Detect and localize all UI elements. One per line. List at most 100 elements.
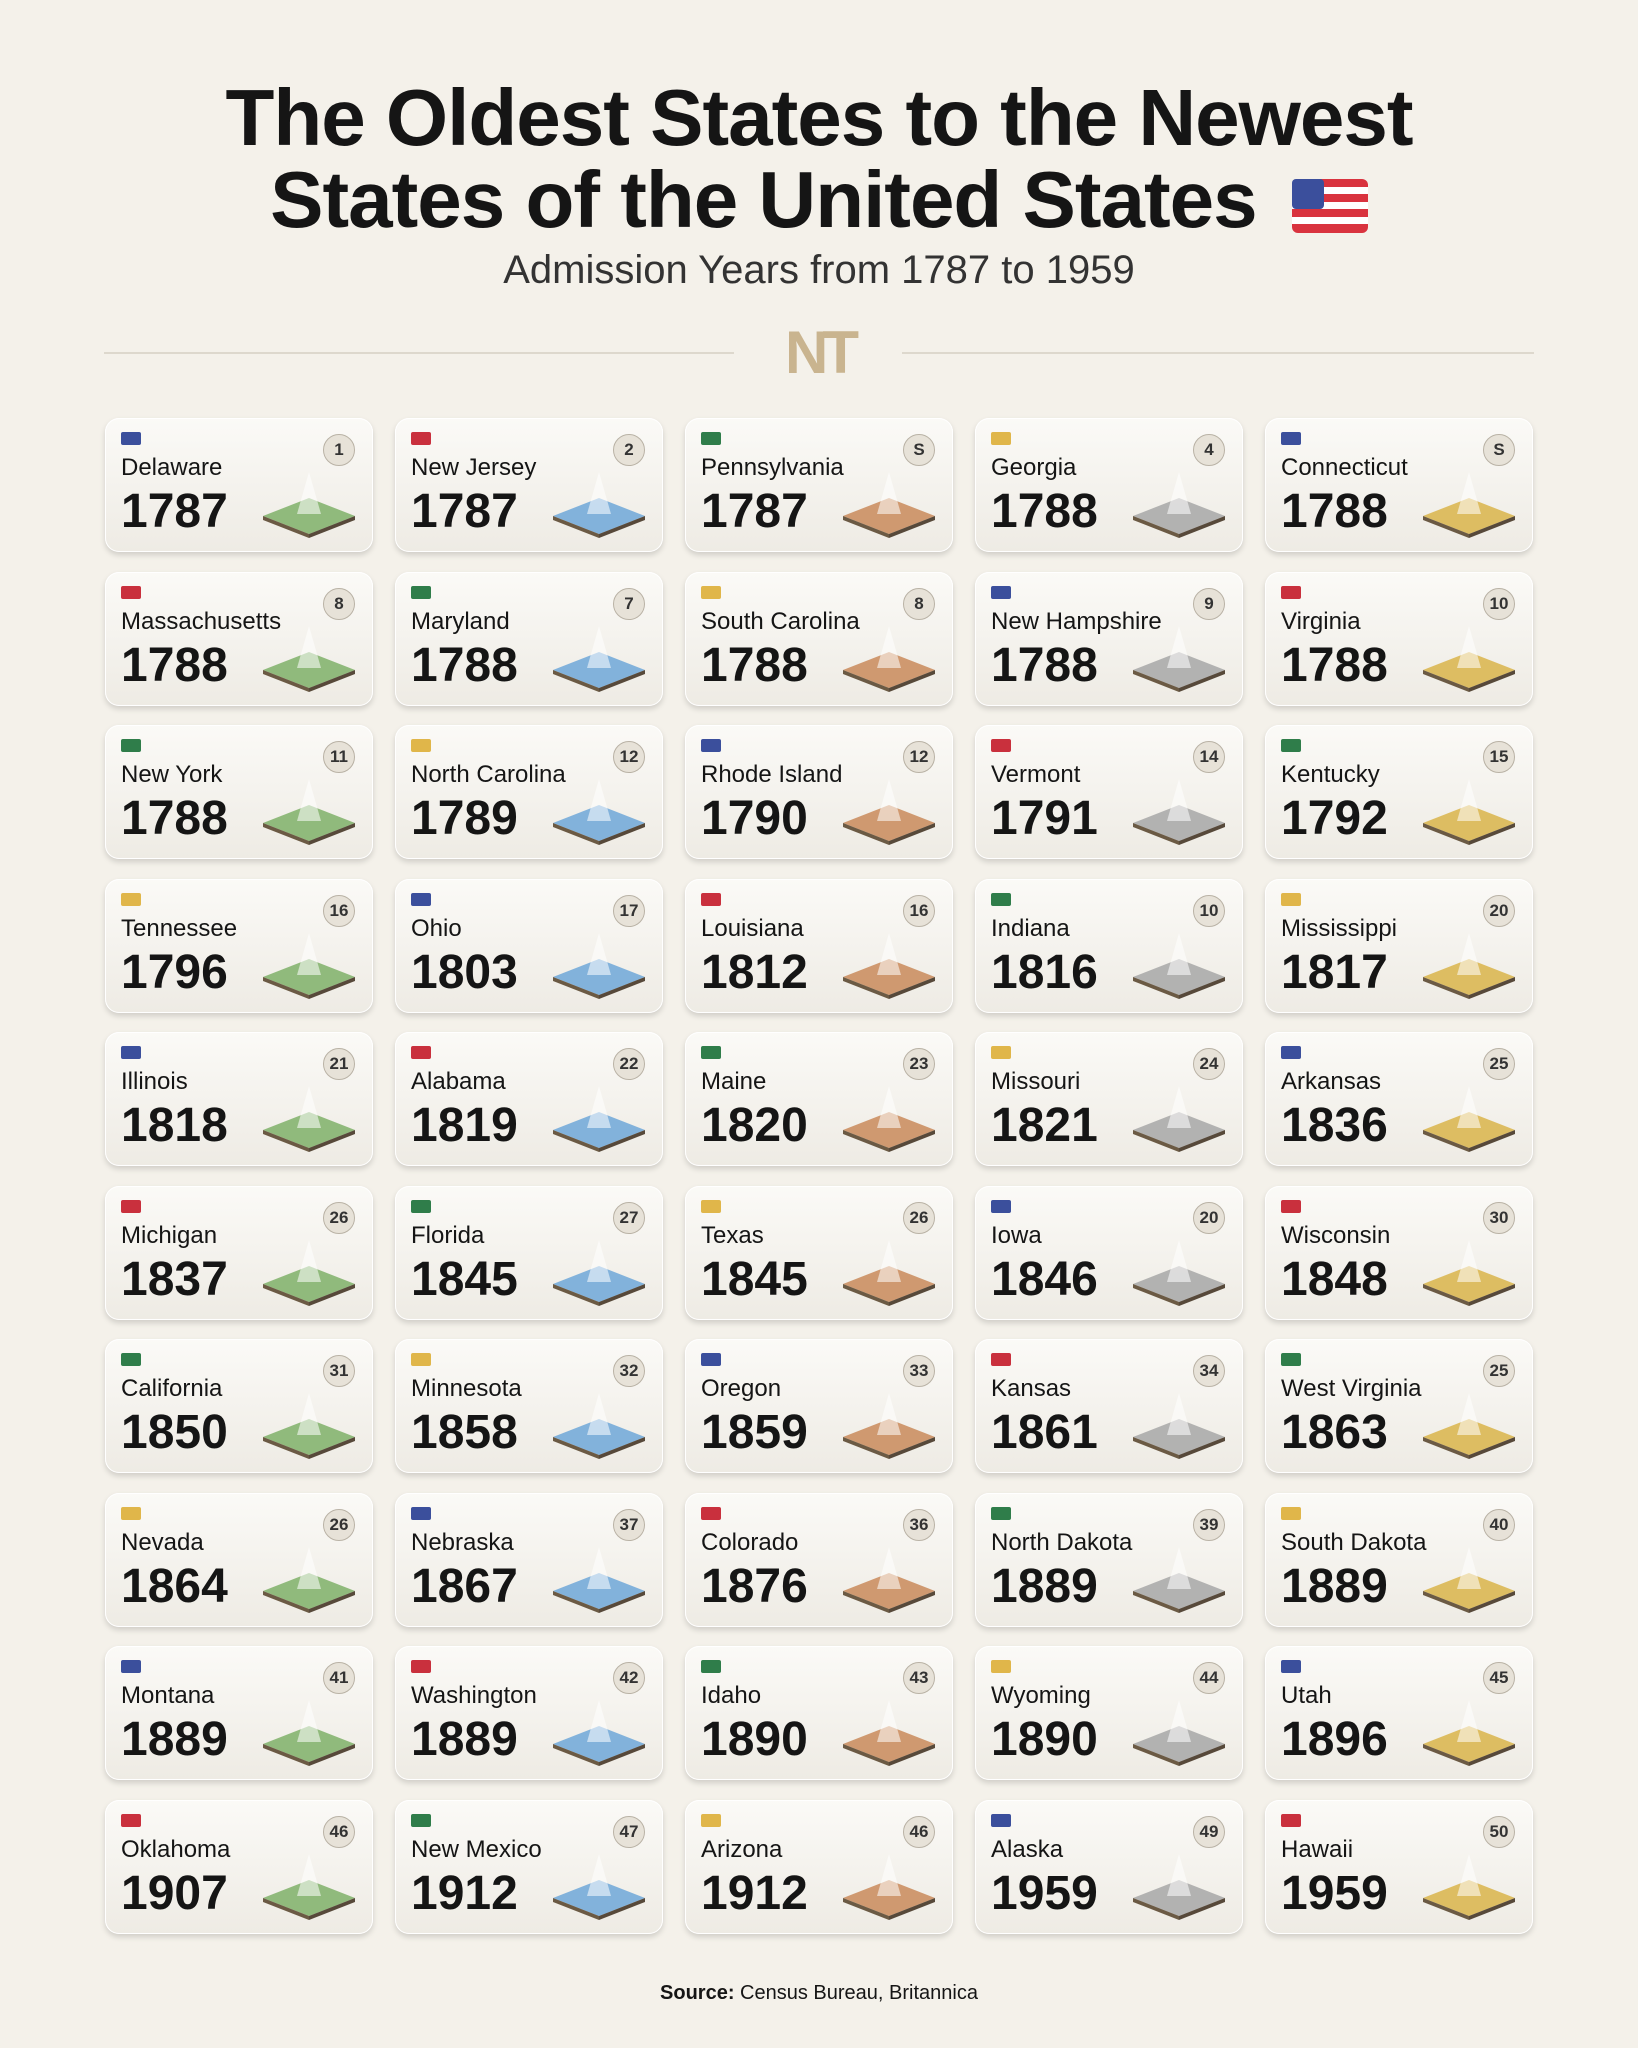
state-name: Arizona [701,1835,783,1863]
state-icon [1133,472,1225,538]
state-flag [411,1506,431,1520]
state-card: Oklahoma 1907 46 [105,1799,373,1934]
state-card: New Jersey 1787 2 [395,418,663,552]
rank-badge: 8 [903,587,935,620]
rank-badge: 24 [1193,1048,1225,1080]
state-flag [1281,892,1301,906]
admission-year: 1787 [411,485,518,538]
admission-year: 1812 [701,945,808,999]
state-icon [843,1546,935,1613]
admission-year: 1788 [121,792,228,845]
rank-badge: 39 [1193,1508,1225,1541]
state-flag [411,1353,431,1366]
state-flag [701,1046,721,1059]
rank-badge: 45 [1483,1662,1515,1694]
state-card: Pennsylvania 1787 S [685,418,953,552]
admission-year: 1787 [701,485,808,538]
state-icon [553,1700,645,1766]
us-flag [1291,178,1368,233]
state-name: New York [121,761,223,788]
admission-year: 1876 [701,1559,808,1613]
admission-year: 1846 [991,1252,1098,1306]
state-card: Indiana 1816 10 [975,878,1243,1013]
state-name: New Jersey [411,454,537,481]
rank-badge: 37 [613,1508,645,1541]
state-flag [121,1353,141,1366]
state-icon [1423,1393,1515,1459]
state-card: South Carolina 1788 8 [685,571,953,706]
state-icon [843,1086,935,1152]
admission-year: 1889 [1281,1559,1388,1613]
state-card: Idaho 1890 43 [685,1646,953,1780]
state-icon [1133,1239,1225,1306]
admission-year: 1821 [991,1099,1098,1152]
state-name: Virginia [1281,607,1361,635]
state-flag [701,1199,721,1213]
state-name: Wisconsin [1281,1221,1391,1249]
admission-year: 1867 [411,1559,518,1613]
divider [902,352,1534,354]
state-name: Maryland [411,607,510,635]
rank-badge: 22 [613,1048,645,1080]
rank-badge: 9 [1193,587,1225,620]
rank-badge: 33 [903,1355,935,1387]
state-card: California 1850 31 [105,1339,373,1473]
rank-badge: 34 [1193,1355,1225,1387]
state-flag [701,1660,721,1673]
state-card: South Dakota 1889 40 [1265,1492,1533,1627]
state-flag [1281,1046,1301,1059]
title-text: States of the United States [270,155,1258,244]
admission-year: 1791 [991,792,1098,845]
rank-badge: S [1483,434,1515,466]
state-flag [121,1046,141,1059]
state-card: Vermont 1791 14 [975,725,1243,859]
state-card: Delaware 1787 1 [105,418,373,552]
rank-badge: 15 [1483,741,1515,773]
admission-year: 1889 [411,1713,518,1766]
state-name: Connecticut [1281,454,1408,481]
state-name: Wyoming [991,1682,1091,1709]
state-name: Washington [411,1682,537,1709]
state-name: Delaware [121,454,223,481]
rank-badge: 7 [613,587,645,620]
state-card: Arkansas 1836 25 [1265,1032,1533,1166]
state-icon [553,932,645,999]
state-name: Utah [1281,1682,1332,1709]
state-flag [1281,432,1301,445]
state-name: Montana [121,1682,215,1709]
state-name: South Carolina [701,607,860,635]
state-icon [1133,1853,1225,1920]
state-card: West Virginia 1863 25 [1265,1339,1533,1473]
state-card: Nevada 1864 26 [105,1492,373,1627]
state-name: Vermont [991,761,1081,788]
admission-year: 1788 [1281,485,1388,538]
admission-year: 1889 [991,1559,1098,1613]
state-flag [991,739,1011,752]
admission-year: 1819 [411,1099,518,1152]
rank-badge: S [903,434,935,466]
rank-badge: 36 [903,1508,935,1541]
admission-year: 1788 [991,485,1098,538]
state-card: Wisconsin 1848 30 [1265,1185,1533,1320]
rank-badge: 12 [613,741,645,773]
state-flag [1281,585,1301,599]
state-icon [263,1700,355,1766]
title-line: The Oldest States to the Newest [225,73,1413,162]
state-name: Hawaii [1281,1835,1354,1863]
state-name: New Mexico [411,1835,542,1863]
state-name: Arkansas [1281,1068,1382,1095]
admission-year: 1959 [1281,1866,1388,1920]
state-flag [991,585,1011,599]
state-name: Alaska [991,1835,1064,1863]
state-icon [553,1239,645,1306]
rank-badge: 23 [903,1048,935,1080]
state-flag [991,1046,1011,1059]
state-flag [991,1506,1011,1520]
admission-year: 1788 [991,638,1098,692]
state-name: Indiana [991,914,1070,942]
state-card: New York 1788 11 [105,725,373,859]
state-icon [263,1393,355,1459]
state-flag [411,1046,431,1059]
rank-badge: 32 [613,1355,645,1387]
state-card: Texas 1845 26 [685,1185,953,1320]
